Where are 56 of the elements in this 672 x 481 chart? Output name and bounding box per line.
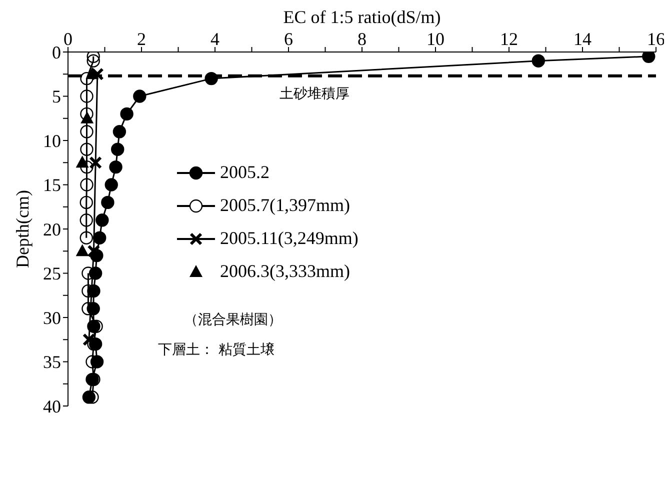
point [532,54,545,68]
ref-line-label: 土砂堆積厚 [280,86,350,102]
x-tick-label: 6 [284,29,293,49]
point [80,160,94,174]
y-tick-label: 25 [43,264,61,284]
point [120,107,134,121]
point [80,90,94,103]
point [80,107,94,121]
y-tick-label: 40 [43,396,61,416]
point [86,52,100,64]
point [101,196,114,210]
y-tick-label: 5 [52,86,61,107]
point [80,178,94,192]
annotation: 下層土： 粘質土壌 [158,341,274,359]
point [86,67,99,80]
x-tick-label: 4 [210,29,220,49]
point [204,72,218,86]
x-tick-label: 12 [500,29,518,49]
point [76,244,89,256]
x-tick-label: 8 [358,29,366,49]
x-tick-label: 14 [574,29,592,49]
point [80,125,94,138]
point [80,196,93,210]
point [89,156,102,170]
legend-label: 2005.11(3,249mm) [220,228,358,249]
y-tick-label: 10 [43,130,61,151]
point [80,231,93,244]
legend-label: 2005.2 [220,162,270,183]
y-axis-title: Depth(cm) [12,190,32,268]
point [80,214,93,227]
point [112,125,126,138]
x-tick-label: 10 [426,29,444,49]
y-tick-label: 20 [43,219,61,240]
point [642,52,656,64]
y-tick-label: 0 [52,42,61,62]
y-tick-label: 30 [43,308,61,328]
point [82,333,96,346]
point [76,156,89,168]
point [109,160,122,174]
point [93,231,106,244]
point [87,244,100,258]
x-axis-title: EC of 1:5 ratio(dS/m) [283,6,441,27]
y-tick-label: 15 [43,175,61,196]
point [104,178,118,192]
annotation: （混合果樹園） [184,311,282,329]
point [111,142,124,156]
point [96,214,109,227]
point [80,72,94,86]
legend-label: 2005.7(1,397mm) [220,195,350,216]
y-tick-label: 35 [43,352,61,372]
legend-label: 2006.3(3,333mm) [220,261,350,282]
point [80,142,94,156]
point [80,111,94,124]
point [86,54,100,68]
point [133,90,146,103]
x-tick-label: 2 [137,29,146,49]
